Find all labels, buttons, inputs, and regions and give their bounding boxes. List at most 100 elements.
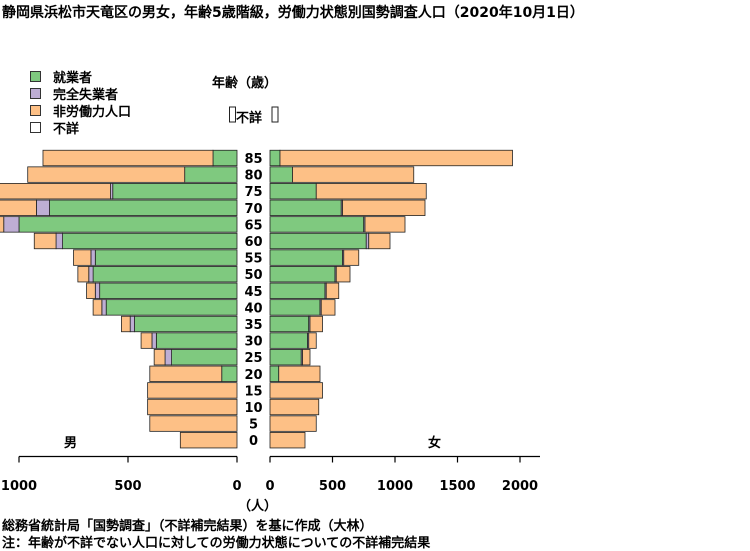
- female-unknown-age-bar: [271, 106, 279, 123]
- male-bar-unemployed-40: [101, 299, 107, 316]
- male-bar-employed-20: [221, 365, 238, 382]
- female-bar-not-in-labor-force-55: [343, 249, 360, 266]
- source-note: 総務省統計局「国勢調査」（不詳補完結果）を基に作成（大林）: [2, 519, 373, 534]
- male-bar-not-in-labor-force-10: [147, 398, 238, 416]
- female-bar-employed-65: [269, 216, 365, 233]
- male-bar-employed-45: [99, 282, 238, 299]
- age-tick-label-30: 30: [244, 335, 262, 350]
- male-label: 男: [64, 436, 78, 451]
- male-bar-not-in-labor-force-75: [0, 183, 111, 200]
- male-bar-unemployed-35: [129, 315, 135, 333]
- female-bar-not-in-labor-force-20: [278, 365, 321, 382]
- male-bar-unemployed-45: [94, 282, 101, 299]
- legend-item-unknown: 不詳: [30, 119, 131, 137]
- male-bar-unemployed-55: [90, 249, 96, 266]
- female-bar-employed-20: [269, 365, 280, 382]
- male-bar-employed-70: [49, 199, 238, 216]
- age-tick-label-60: 60: [244, 235, 262, 250]
- male-x-tick-label-0: 0: [232, 479, 241, 494]
- male-bar-employed-30: [155, 332, 238, 349]
- male-x-tick-label-500: 500: [114, 479, 141, 494]
- male-bar-not-in-labor-force-65: [0, 216, 5, 233]
- legend-label-employed: 就業者: [53, 71, 93, 86]
- male-bar-unemployed-60: [55, 232, 64, 250]
- female-bar-not-in-labor-force-60: [368, 232, 391, 250]
- female-bar-not-in-labor-force-70: [342, 199, 426, 216]
- male-bar-not-in-labor-force-5: [149, 415, 238, 432]
- male-bar-unemployed-65: [3, 216, 20, 233]
- male-bar-not-in-labor-force-85: [42, 149, 214, 167]
- female-label: 女: [428, 436, 442, 451]
- male-bar-not-in-labor-force-80: [27, 166, 186, 183]
- female-bar-employed-50: [269, 266, 336, 283]
- male-bar-employed-75: [112, 183, 238, 200]
- male-bar-employed-40: [105, 299, 238, 316]
- legend-item-unemployed: 完全失業者: [30, 85, 131, 103]
- male-bar-unemployed-70: [36, 199, 50, 216]
- female-bar-employed-80: [269, 166, 293, 183]
- legend: 就業者 完全失業者 非労働力人口 不詳: [30, 68, 131, 137]
- female-bar-not-in-labor-force-30: [308, 332, 317, 349]
- legend-swatch-unknown: [30, 122, 41, 133]
- male-bar-employed-25: [171, 349, 238, 366]
- female-bar-not-in-labor-force-35: [309, 315, 323, 333]
- age-tick-label-40: 40: [244, 301, 262, 316]
- female-x-tick-label-500: 500: [319, 479, 346, 494]
- male-bar-unemployed-25: [164, 349, 172, 366]
- male-bar-employed-85: [212, 149, 238, 167]
- female-bar-employed-25: [269, 349, 302, 366]
- legend-label-unknown: 不詳: [53, 122, 80, 137]
- male-bar-not-in-labor-force-30: [140, 332, 153, 349]
- age-tick-label-70: 70: [244, 202, 262, 217]
- male-bar-not-in-labor-force-40: [92, 299, 103, 316]
- male-bar-not-in-labor-force-0: [179, 432, 238, 449]
- male-bar-not-in-labor-force-55: [73, 249, 92, 266]
- male-bar-employed-50: [92, 266, 238, 283]
- female-bar-not-in-labor-force-15: [269, 382, 323, 399]
- female-bar-not-in-labor-force-45: [325, 282, 340, 299]
- female-bar-employed-30: [269, 332, 308, 349]
- male-bar-not-in-labor-force-20: [149, 365, 223, 382]
- female-bar-not-in-labor-force-25: [302, 349, 311, 366]
- female-bar-not-in-labor-force-75: [315, 183, 427, 200]
- female-x-tick-label-1500: 1500: [439, 479, 475, 494]
- age-tick-label-75: 75: [244, 185, 262, 200]
- male-bar-not-in-labor-force-15: [147, 382, 238, 399]
- female-bar-not-in-labor-force-50: [335, 266, 351, 283]
- female-x-tick-label-1000: 1000: [377, 479, 413, 494]
- age-tick-label-45: 45: [244, 285, 262, 300]
- female-x-tick-label-0: 0: [265, 479, 274, 494]
- female-bar-not-in-labor-force-5: [269, 415, 317, 432]
- age-tick-label-20: 20: [244, 368, 262, 383]
- male-bar-employed-55: [94, 249, 238, 266]
- age-tick-label-55: 55: [244, 252, 262, 267]
- legend-swatch-employed: [30, 71, 41, 82]
- age-tick-label-25: 25: [244, 351, 262, 366]
- age-tick-label-15: 15: [244, 384, 262, 399]
- female-x-tick-label-2000: 2000: [502, 479, 538, 494]
- male-bar-employed-35: [134, 315, 238, 333]
- age-tick-label-65: 65: [244, 218, 262, 233]
- male-bar-not-in-labor-force-35: [121, 315, 131, 333]
- age-tick-label-0: 0: [249, 434, 258, 449]
- male-bar-employed-80: [184, 166, 238, 183]
- age-tick-label-10: 10: [244, 401, 262, 416]
- female-bar-employed-60: [269, 232, 367, 250]
- male-bar-employed-60: [62, 232, 238, 250]
- female-bar-employed-85: [269, 149, 281, 167]
- age-axis-title: 年齢（歳）: [212, 76, 278, 91]
- female-bar-not-in-labor-force-85: [279, 149, 513, 167]
- male-bar-not-in-labor-force-60: [33, 232, 57, 250]
- age-tick-label-80: 80: [244, 169, 262, 184]
- age-tick-label-5: 5: [249, 418, 258, 433]
- male-bar-employed-65: [18, 216, 238, 233]
- male-bar-not-in-labor-force-25: [153, 349, 166, 366]
- female-bar-not-in-labor-force-65: [364, 216, 406, 233]
- male-bar-not-in-labor-force-45: [86, 282, 96, 299]
- female-bar-employed-35: [269, 315, 310, 333]
- female-bar-employed-70: [269, 199, 342, 216]
- x-axis-unit: （人）: [238, 499, 278, 514]
- female-bar-not-in-labor-force-0: [269, 432, 306, 449]
- chart-title: 静岡県浜松市天竜区の男女，年齢5歳階級，労働力状態別国勢調査人口（2020年10…: [2, 5, 584, 21]
